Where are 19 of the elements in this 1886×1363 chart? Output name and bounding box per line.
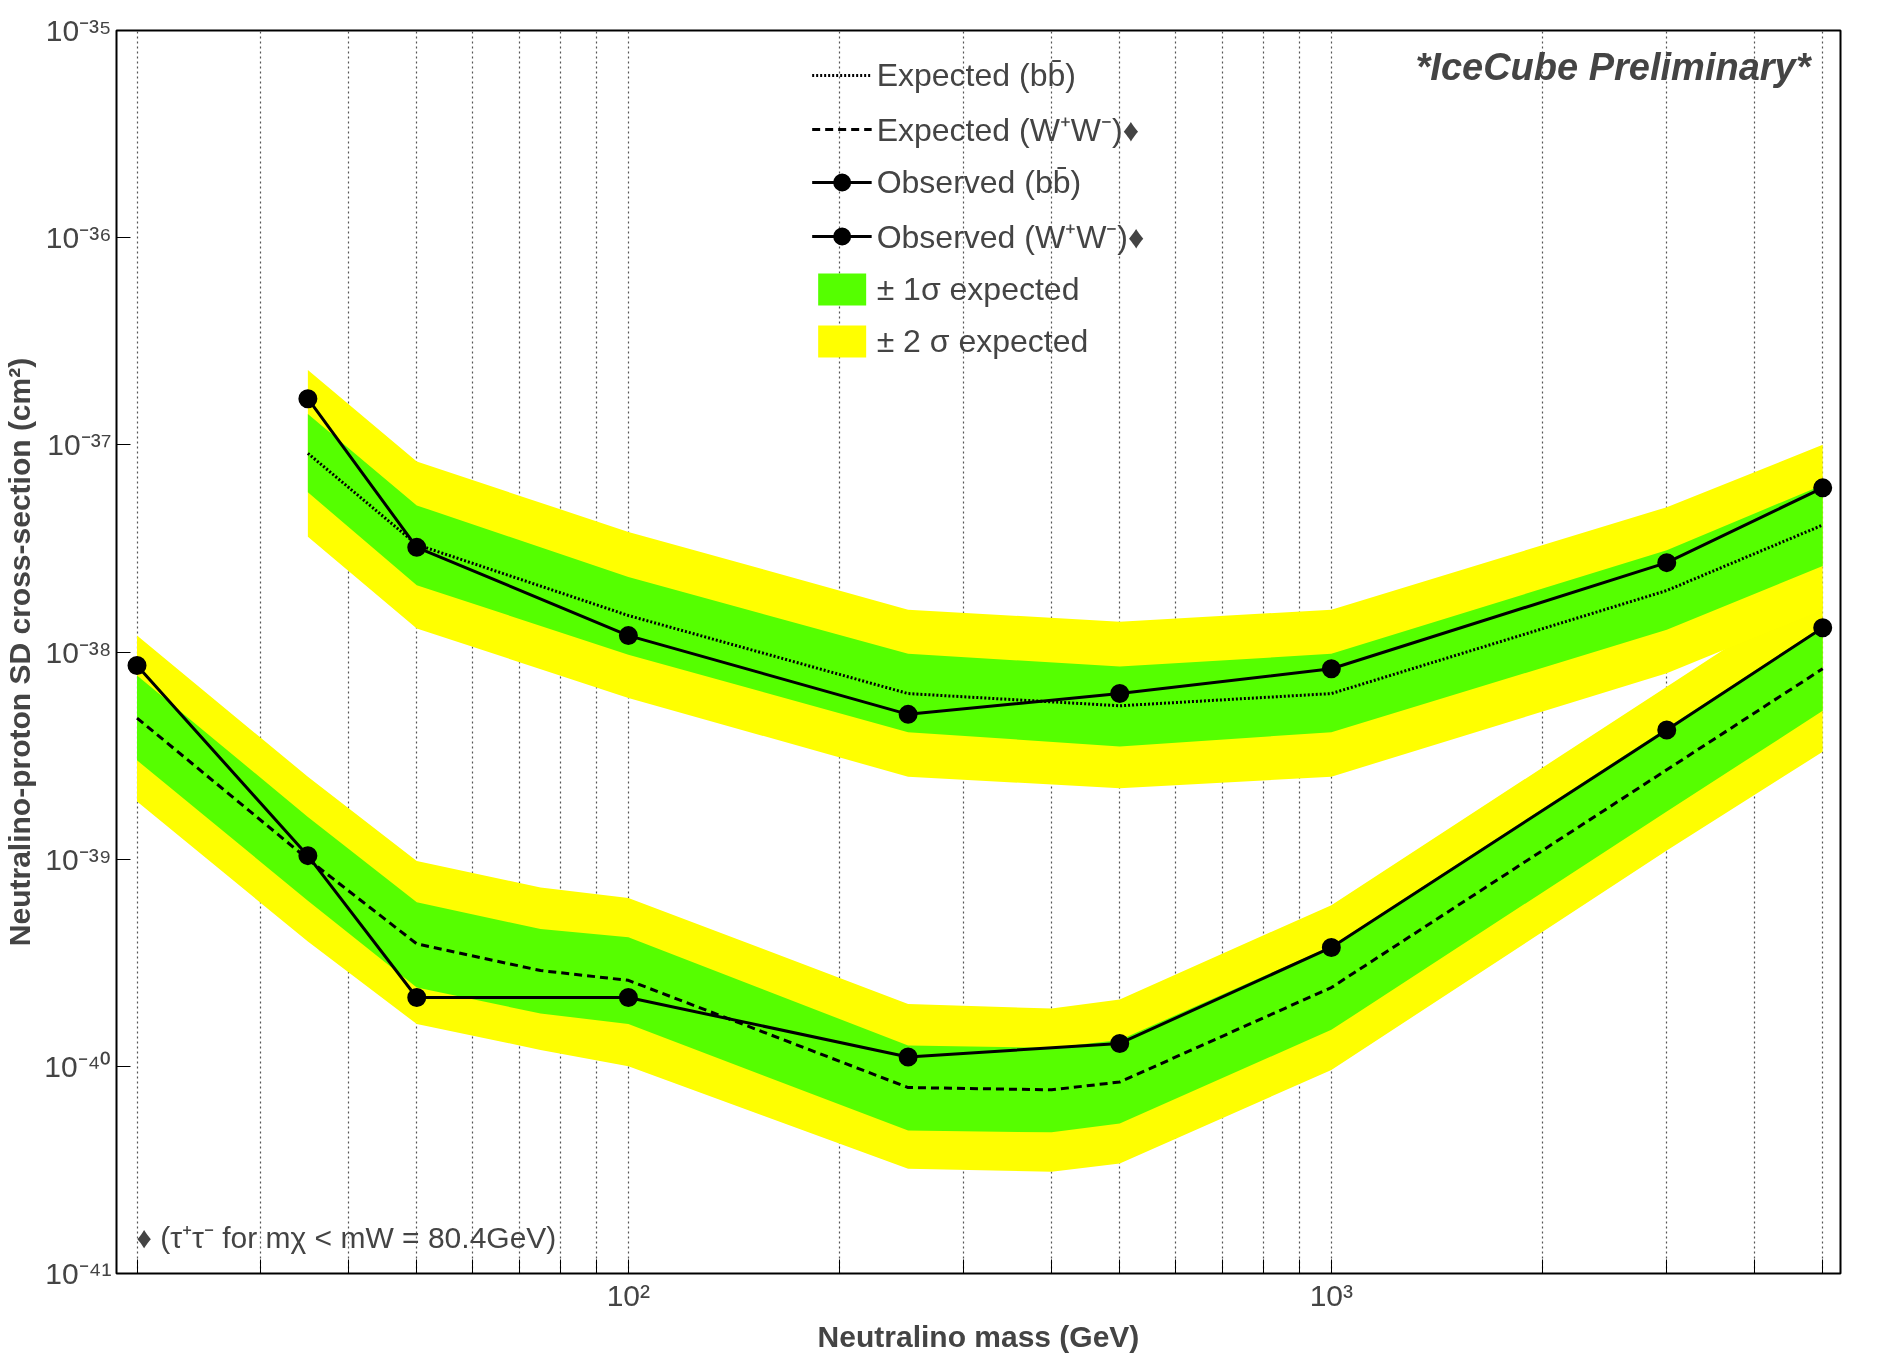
y-tick-label: 10⁻³⁵	[45, 14, 112, 47]
y-tick-label: 10⁻³⁷	[47, 428, 112, 462]
x-tick-label: 10³	[1309, 1278, 1354, 1312]
y-tick-label: 10⁻⁴⁰	[44, 1049, 112, 1083]
annotation: *IceCube Preliminary*	[1415, 45, 1813, 88]
legend-label: Expected (bb̄)	[876, 56, 1076, 94]
annotation: ♦ (τ⁺τ⁻ for mχ < mW = 80.4GeV)	[136, 1220, 557, 1254]
y-tick-label: 10⁻³⁸	[45, 635, 112, 669]
y-tick-label: 10⁻³⁶	[45, 221, 112, 255]
legend-label: Observed (bb̄)	[876, 163, 1082, 201]
y-tick-label: 10⁻⁴¹	[45, 1257, 112, 1290]
x-tick-label: 10²	[606, 1278, 651, 1312]
legend-label: Observed (W⁺W⁻)♦	[876, 218, 1145, 257]
x-axis-title: Neutralino mass (GeV)	[817, 1319, 1140, 1353]
legend-label: Expected (W⁺W⁻)♦	[876, 111, 1140, 150]
legend-label: ± 2 σ expected	[876, 322, 1089, 360]
y-tick-label: 10⁻³⁹	[45, 842, 112, 876]
y-axis-title: Neutralino-proton SD cross-section (cm²)	[3, 357, 37, 947]
legend-label: ± 1σ expected	[876, 270, 1080, 308]
